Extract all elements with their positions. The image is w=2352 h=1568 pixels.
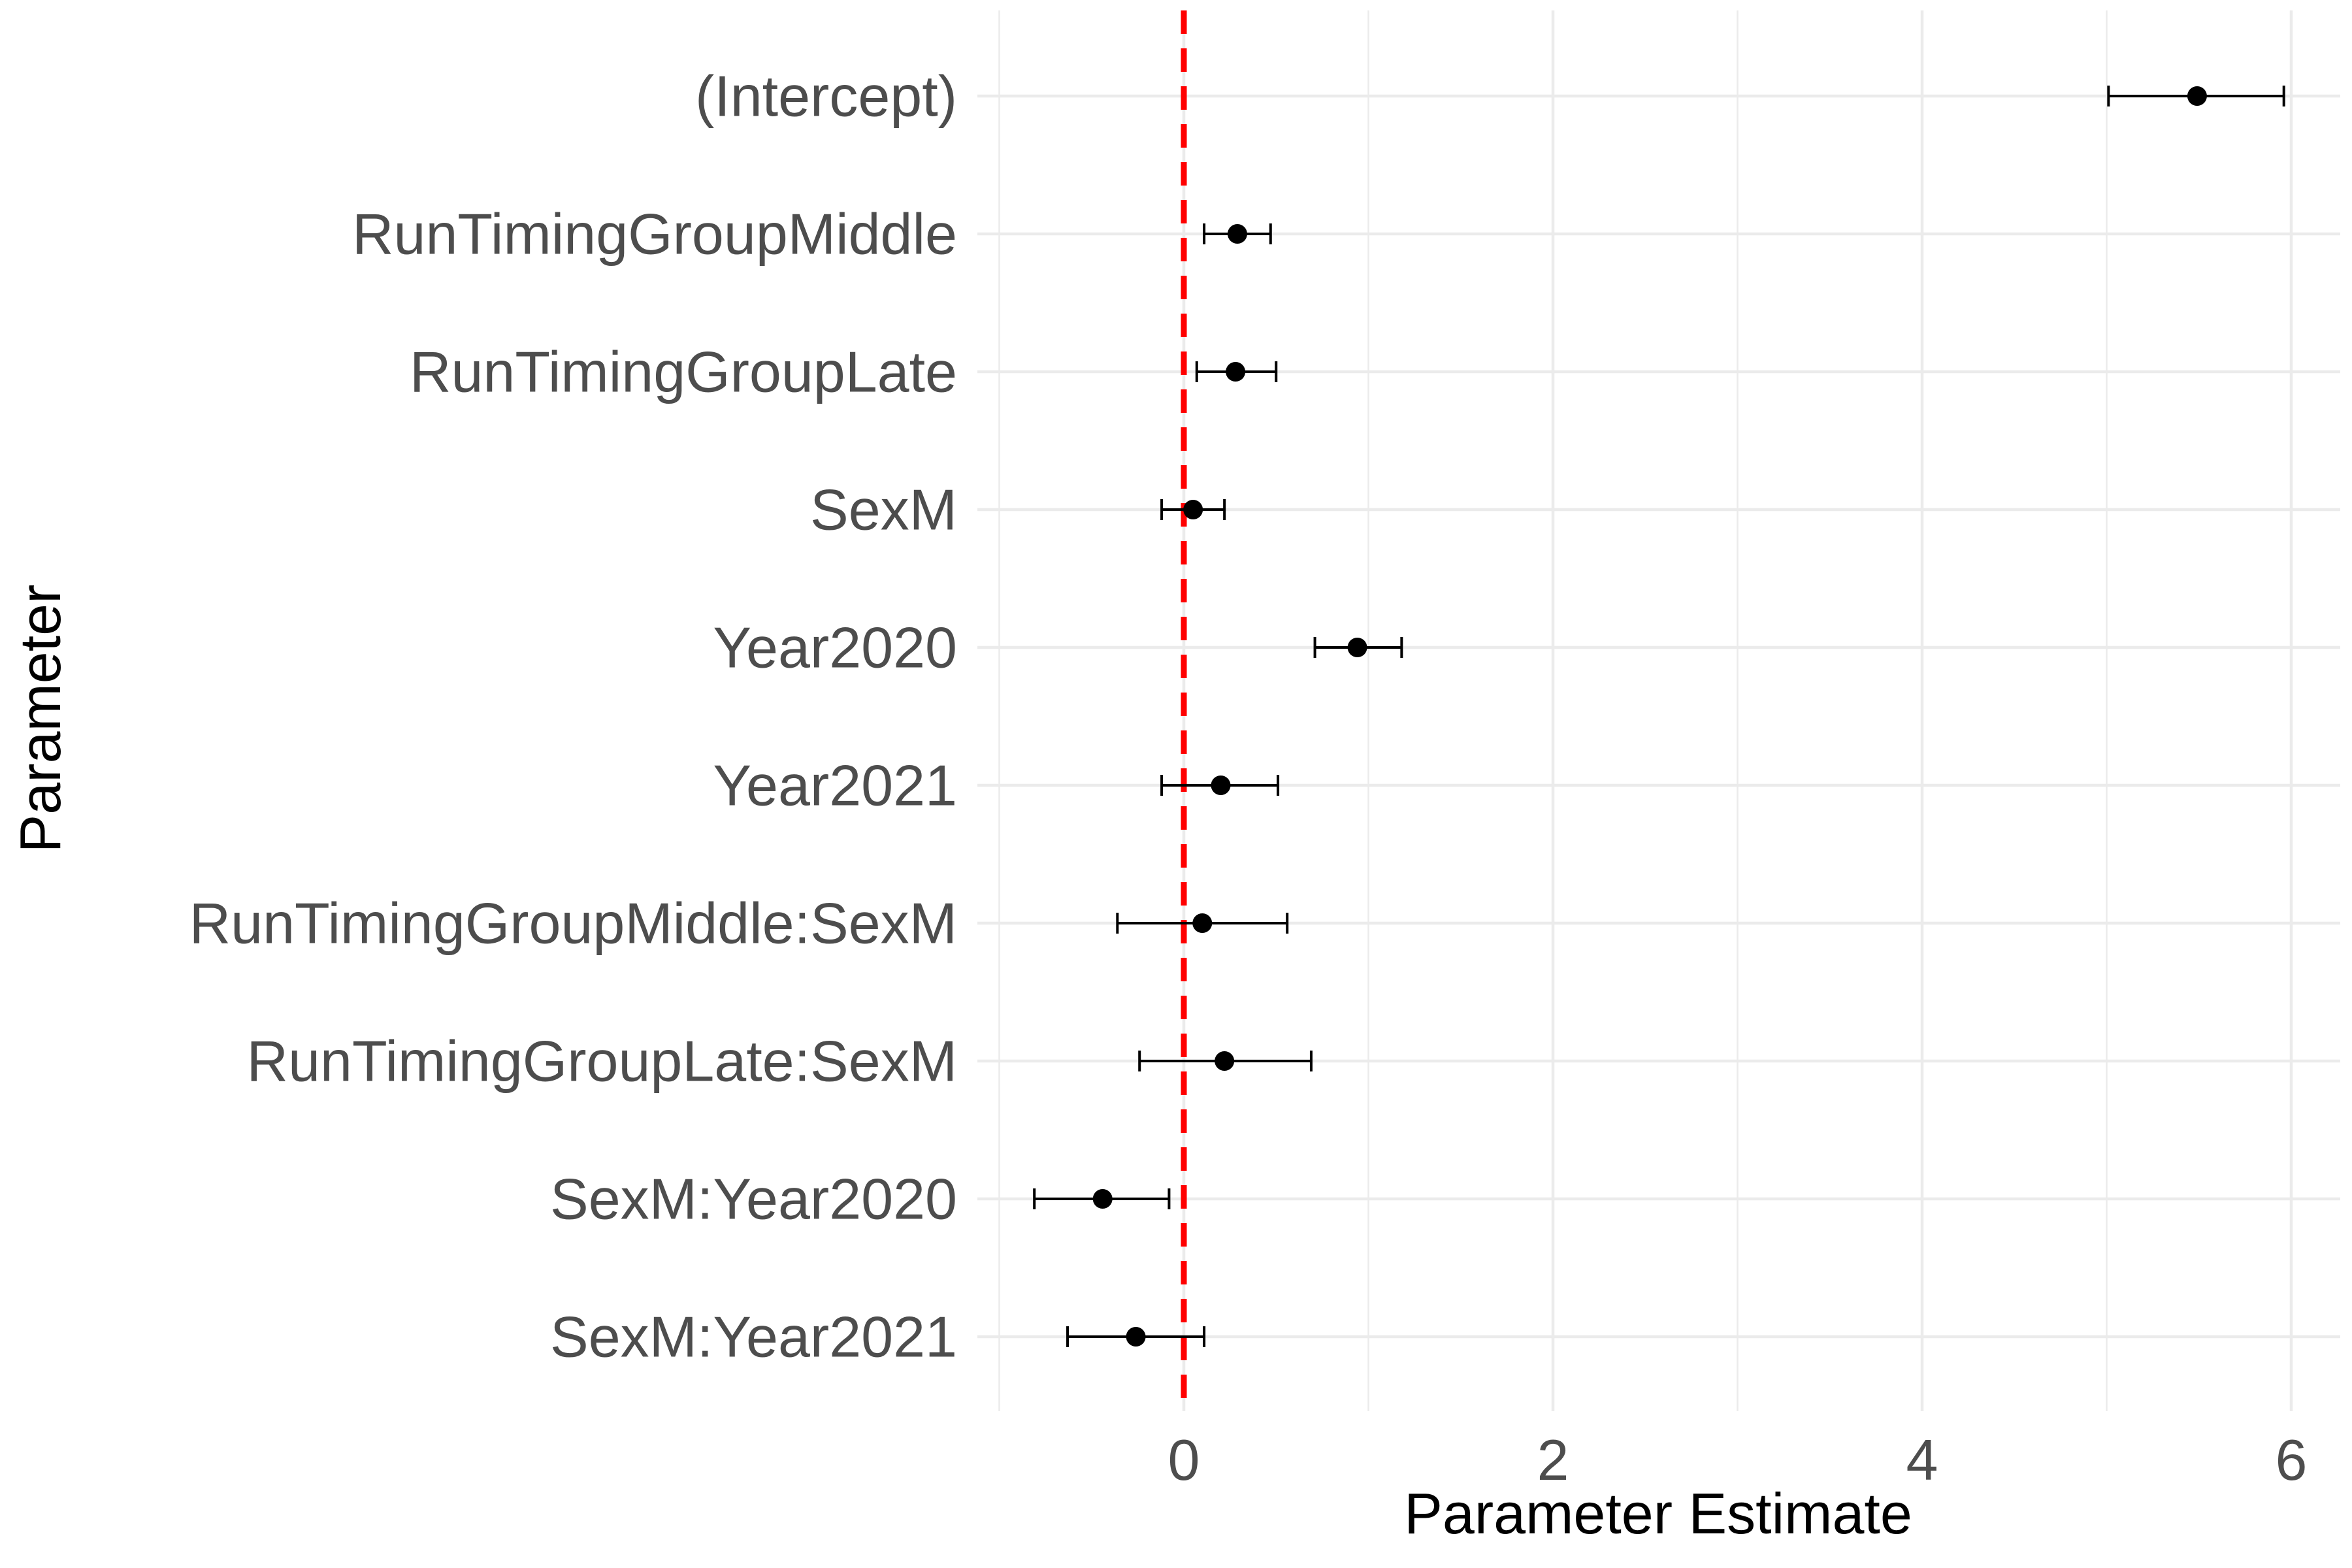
y-tick-label: SexM:Year2021 [550,1305,957,1369]
x-tick-label: 4 [1906,1428,1938,1492]
y-tick-label: RunTimingGroupMiddle [352,202,957,267]
y-tick-label: (Intercept) [695,64,957,129]
x-axis-tick-labels: 0 2 4 6 [1168,1428,2308,1492]
y-tick-label: SexM [810,478,957,542]
estimate-point [1347,638,1367,657]
x-axis-title: Parameter Estimate [1404,1481,1912,1546]
estimate-points [1092,86,2207,1347]
y-tick-label: RunTimingGroupLate [410,340,957,404]
estimate-point [1183,500,1203,519]
y-tick-label: SexM:Year2020 [550,1167,957,1232]
x-tick-label: 0 [1168,1428,1200,1492]
y-tick-label: RunTimingGroupLate:SexM [247,1029,957,1094]
y-tick-label: Year2021 [713,753,957,818]
estimate-point [2187,86,2207,106]
estimate-point [1092,1189,1113,1209]
minor-gridlines [998,10,2108,1411]
y-tick-label: RunTimingGroupMiddle:SexM [189,891,957,956]
y-tick-label: Year2020 [713,615,957,680]
y-axis-title: Parameter [8,585,73,853]
error-bars [1033,86,2285,1347]
x-tick-label: 6 [2276,1428,2308,1492]
estimate-point [1215,1051,1235,1071]
estimate-point [1227,224,1247,244]
estimate-point [1226,362,1246,382]
estimate-point [1211,776,1231,795]
y-axis-tick-labels: (Intercept) RunTimingGroupMiddle RunTiming… [189,64,957,1369]
estimate-point [1126,1327,1146,1347]
x-tick-label: 2 [1537,1428,1569,1492]
estimate-point [1192,913,1213,933]
